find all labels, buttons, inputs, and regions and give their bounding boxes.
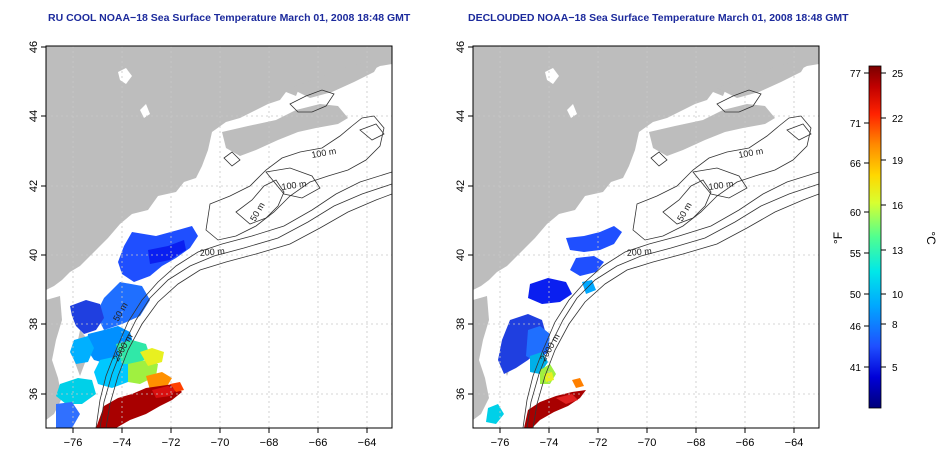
f-tick-label: 71: [850, 119, 862, 130]
land-mass: [473, 46, 819, 290]
x-tick-label: −68: [687, 437, 706, 449]
x-tick-label: −68: [260, 437, 279, 449]
x-tick-label: −64: [358, 437, 377, 449]
y-tick-label: 46: [455, 41, 467, 53]
x-tick-label: −66: [736, 437, 755, 449]
graticule: [46, 46, 392, 428]
x-tick-label: −66: [309, 437, 328, 449]
x-tick-label: −64: [785, 437, 804, 449]
x-tick-label: −70: [211, 437, 230, 449]
x-tick-label: −74: [113, 437, 132, 449]
bathymetry-contours: [522, 89, 819, 428]
x-tick-label: −76: [64, 437, 83, 449]
c-tick-label: 25: [892, 69, 904, 80]
contour-label: 100 m: [738, 146, 764, 160]
contour-label: 200 m: [626, 246, 652, 258]
c-tick-label: 10: [892, 290, 904, 301]
x-tick-label: −74: [540, 437, 559, 449]
map-panel-right: 100 m 100 m 50 m 200 m 2000 m −76 −74 −7…: [455, 41, 820, 449]
f-tick-label: 46: [850, 322, 862, 333]
contour-label: 100 m: [311, 146, 337, 160]
c-tick-label: 13: [892, 246, 904, 257]
map-title-left: RU COOL NOAA−18 Sea Surface Temperature …: [48, 12, 411, 24]
c-tick-label: 5: [892, 363, 898, 374]
y-tick-label: 46: [28, 41, 40, 53]
contour-label: 100 m: [708, 179, 734, 192]
colorbar-gradient: [868, 65, 882, 409]
map-panel-left: 100 m 100 m 50 m 200 m 50 m 2000 m −76 −…: [28, 41, 393, 449]
f-tick-label: 66: [850, 159, 862, 170]
f-tick-label: 55: [850, 249, 862, 260]
colorbar-unit-fahrenheit: °F: [831, 232, 845, 244]
y-tick-label: 42: [455, 180, 467, 192]
y-tick-label: 44: [28, 110, 40, 122]
x-tick-label: −72: [162, 437, 181, 449]
f-tick-label: 41: [850, 363, 862, 374]
y-tick-label: 44: [455, 110, 467, 122]
colorbar-unit-celsius: °C: [924, 231, 938, 245]
temperature-colorbar: 77 71 66 60 55 50 46 41 25 22 19 16 13 1…: [831, 65, 938, 409]
y-tick-label: 42: [28, 180, 40, 192]
x-tick-label: −76: [491, 437, 510, 449]
f-tick-label: 77: [850, 69, 862, 80]
y-tick-label: 38: [455, 318, 467, 330]
map-frame: [45, 45, 393, 429]
map-title-right: DECLOUDED NOAA−18 Sea Surface Temperatur…: [468, 12, 849, 24]
y-tick-label: 36: [455, 388, 467, 400]
y-tick-label: 38: [28, 318, 40, 330]
graticule: [473, 46, 819, 428]
y-tick-label: 36: [28, 388, 40, 400]
c-tick-label: 8: [892, 320, 898, 331]
c-tick-label: 22: [892, 114, 904, 125]
x-tick-label: −72: [589, 437, 608, 449]
y-tick-label: 40: [28, 249, 40, 261]
y-tick-label: 40: [455, 249, 467, 261]
map-frame: [472, 45, 820, 429]
sst-field: [486, 226, 622, 428]
contour-label: 200 m: [199, 246, 225, 258]
c-tick-label: 19: [892, 156, 904, 167]
bathymetry-contours: [95, 89, 392, 428]
f-tick-label: 60: [850, 208, 862, 219]
c-tick-label: 16: [892, 201, 904, 212]
land-mass: [46, 46, 392, 290]
f-tick-label: 50: [850, 290, 862, 301]
contour-label: 100 m: [281, 179, 307, 192]
x-tick-label: −70: [638, 437, 657, 449]
